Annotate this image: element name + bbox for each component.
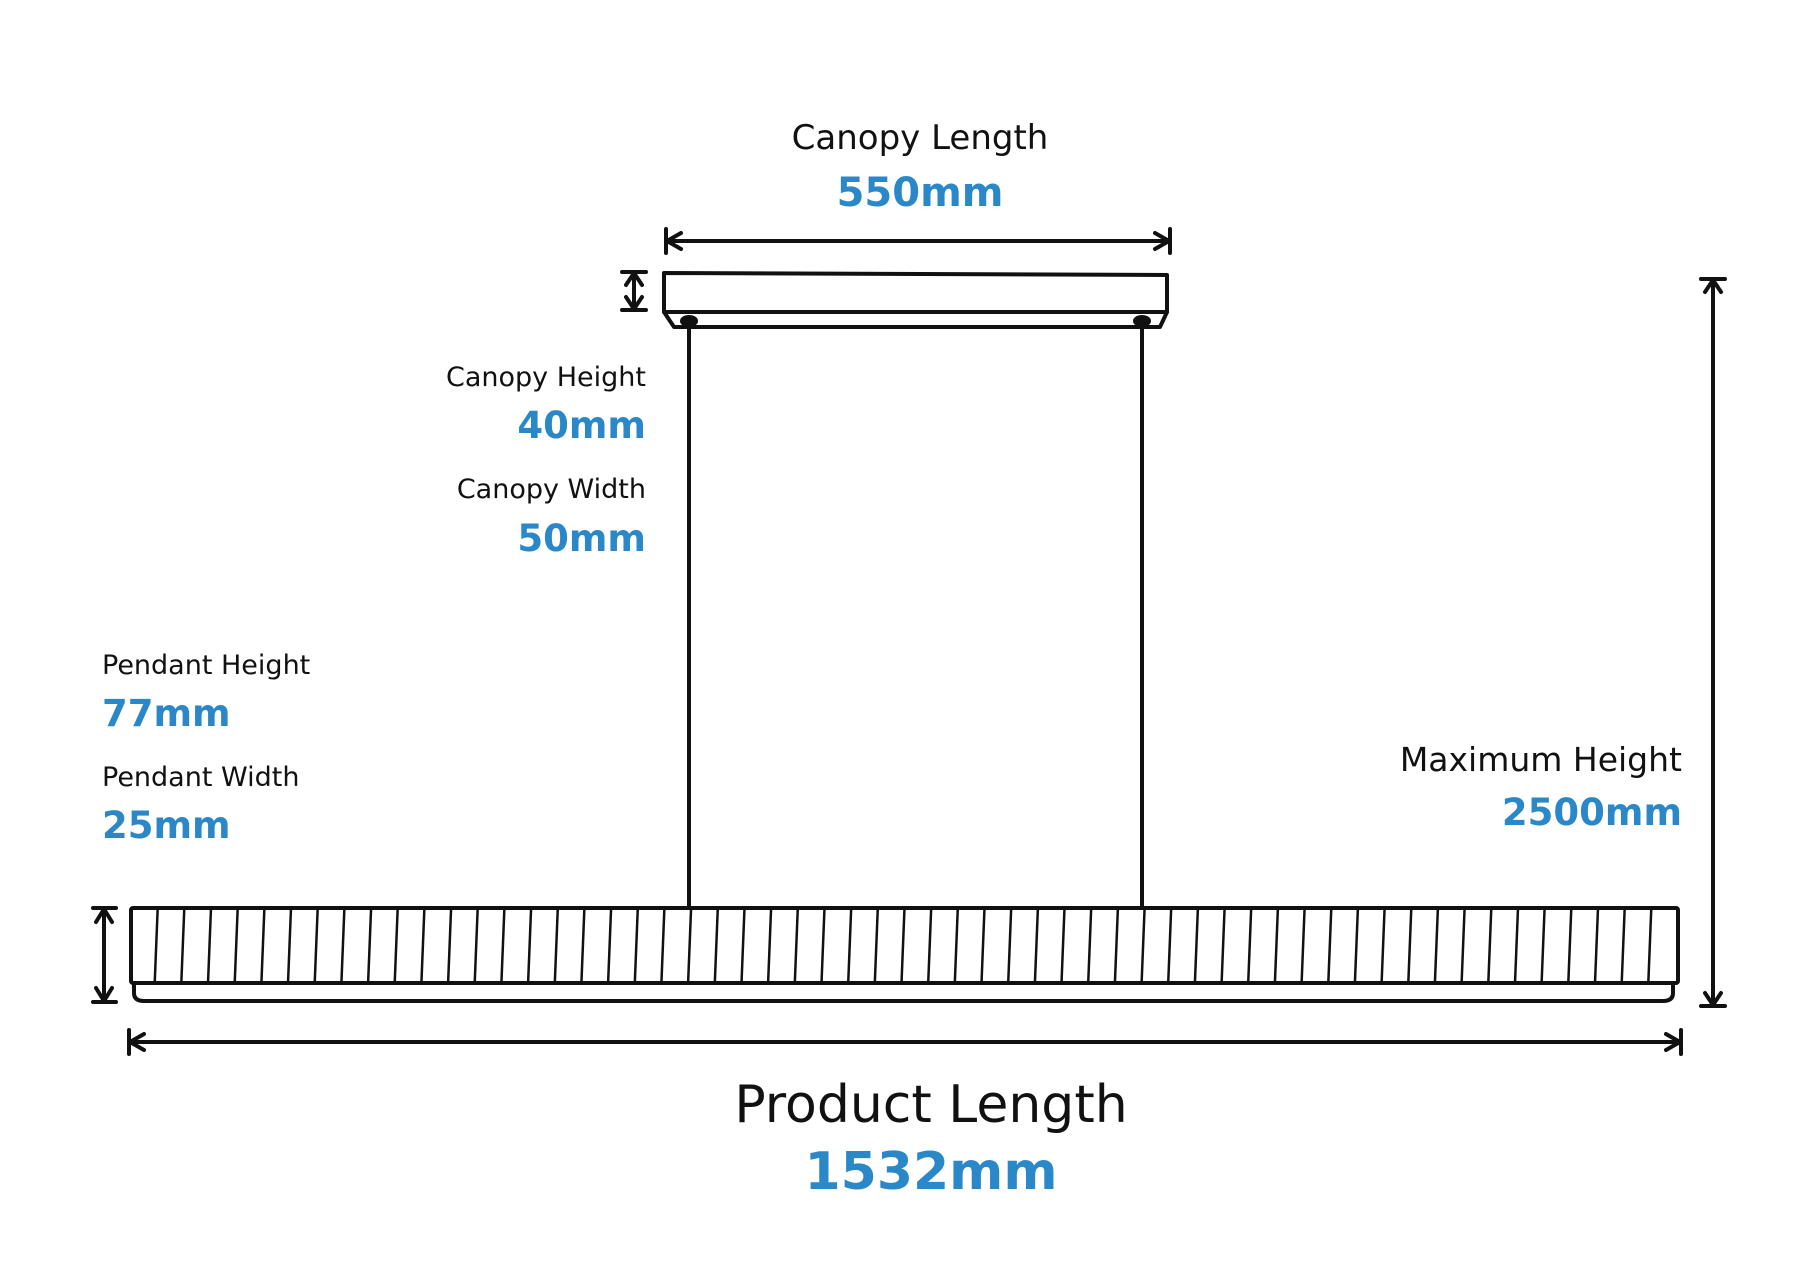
canopy-height-value: 40mm [517, 404, 646, 447]
pendant-slat [926, 906, 933, 985]
pendant-slat [873, 906, 880, 985]
pendant-slat [260, 906, 266, 985]
maximum-height-value: 2500mm [1501, 791, 1682, 834]
pendant-slat [1033, 906, 1040, 985]
pendant-slat [180, 906, 186, 985]
pendant-slat [206, 906, 213, 985]
pendant-height-value: 77mm [102, 692, 231, 735]
pendant-height-label: Pendant Height [102, 650, 311, 681]
canopy-width-label: Canopy Width [456, 474, 646, 505]
pendant-slat [1353, 906, 1360, 985]
pendant-height-dimension-arrow [91, 906, 118, 1004]
pendant-slat [1327, 906, 1333, 985]
pendant-slats [153, 906, 1653, 985]
pendant-slat [1540, 906, 1546, 985]
ceiling-canopy [662, 271, 1169, 329]
maximum-height-dimension-arrow [1699, 277, 1727, 1008]
pendant-slat [633, 906, 640, 985]
pendant-slat [153, 906, 159, 985]
pendant-width-label: Pendant Width [102, 762, 300, 793]
canopy-length-dimension-arrow [664, 227, 1172, 255]
pendant-slat [1407, 906, 1413, 985]
pendant-slat [366, 906, 373, 985]
pendant-slat [340, 906, 346, 985]
pendant-slat [526, 906, 533, 985]
pendant-slat [500, 906, 506, 985]
pendant-slat [980, 906, 986, 985]
pendant-slat [1273, 906, 1280, 985]
pendant-slat [473, 906, 479, 985]
canopy-length-label: Canopy Length [791, 118, 1049, 158]
pendant-slat [1567, 906, 1573, 985]
product-length-label: Product Length [734, 1075, 1128, 1135]
maximum-height-label: Maximum Height [1399, 740, 1682, 779]
pendant-slat [820, 906, 826, 985]
pendant-slat [1593, 906, 1600, 985]
pendant-slat [1166, 906, 1173, 985]
pendant-slat [1487, 906, 1493, 985]
pendant-slat [1193, 906, 1200, 985]
pendant-slat [313, 906, 319, 985]
product-length-value: 1532mm [804, 1142, 1058, 1202]
pendant-slat [446, 906, 453, 985]
pendant-slat [1460, 906, 1466, 985]
pendant-slat [1086, 906, 1093, 985]
pendant-slat [1246, 906, 1253, 985]
pendant-slat [686, 906, 693, 985]
pendant-slat [420, 906, 426, 985]
pendant-slat [286, 906, 293, 985]
canopy-length-value: 550mm [836, 170, 1004, 216]
canopy-height-dimension-arrow [620, 270, 648, 312]
pendant-slat [660, 906, 666, 985]
pendant-slat [1300, 906, 1306, 985]
pendant-slat [606, 906, 613, 985]
canopy-height-label: Canopy Height [446, 362, 646, 393]
pendant-slat [580, 906, 586, 985]
pendant-slat [1060, 906, 1066, 985]
pendant-slat [233, 906, 239, 985]
pendant-slat [1113, 906, 1120, 985]
pendant-slat [553, 906, 560, 985]
pendant-slat [1380, 906, 1386, 985]
pendant-slat [900, 906, 906, 985]
pendant-slat [1647, 906, 1653, 985]
pendant-slat [953, 906, 960, 985]
pendant-slat [1006, 906, 1013, 985]
pendant-width-value: 25mm [102, 804, 231, 847]
pendant-slat [846, 906, 853, 985]
pendant-slat [1513, 906, 1520, 985]
pendant-slat [793, 906, 800, 985]
pendant-slat [766, 906, 773, 985]
pendant-slat [740, 906, 746, 985]
canopy-width-value: 50mm [517, 517, 646, 560]
pendant-slat [1140, 906, 1146, 985]
pendant-slat [393, 906, 399, 985]
pendant-slat [713, 906, 720, 985]
pendant-slat [1433, 906, 1440, 985]
pendant-slat [1220, 906, 1226, 985]
product-length-dimension-arrow [127, 1028, 1683, 1056]
pendant-slat [1620, 906, 1626, 985]
